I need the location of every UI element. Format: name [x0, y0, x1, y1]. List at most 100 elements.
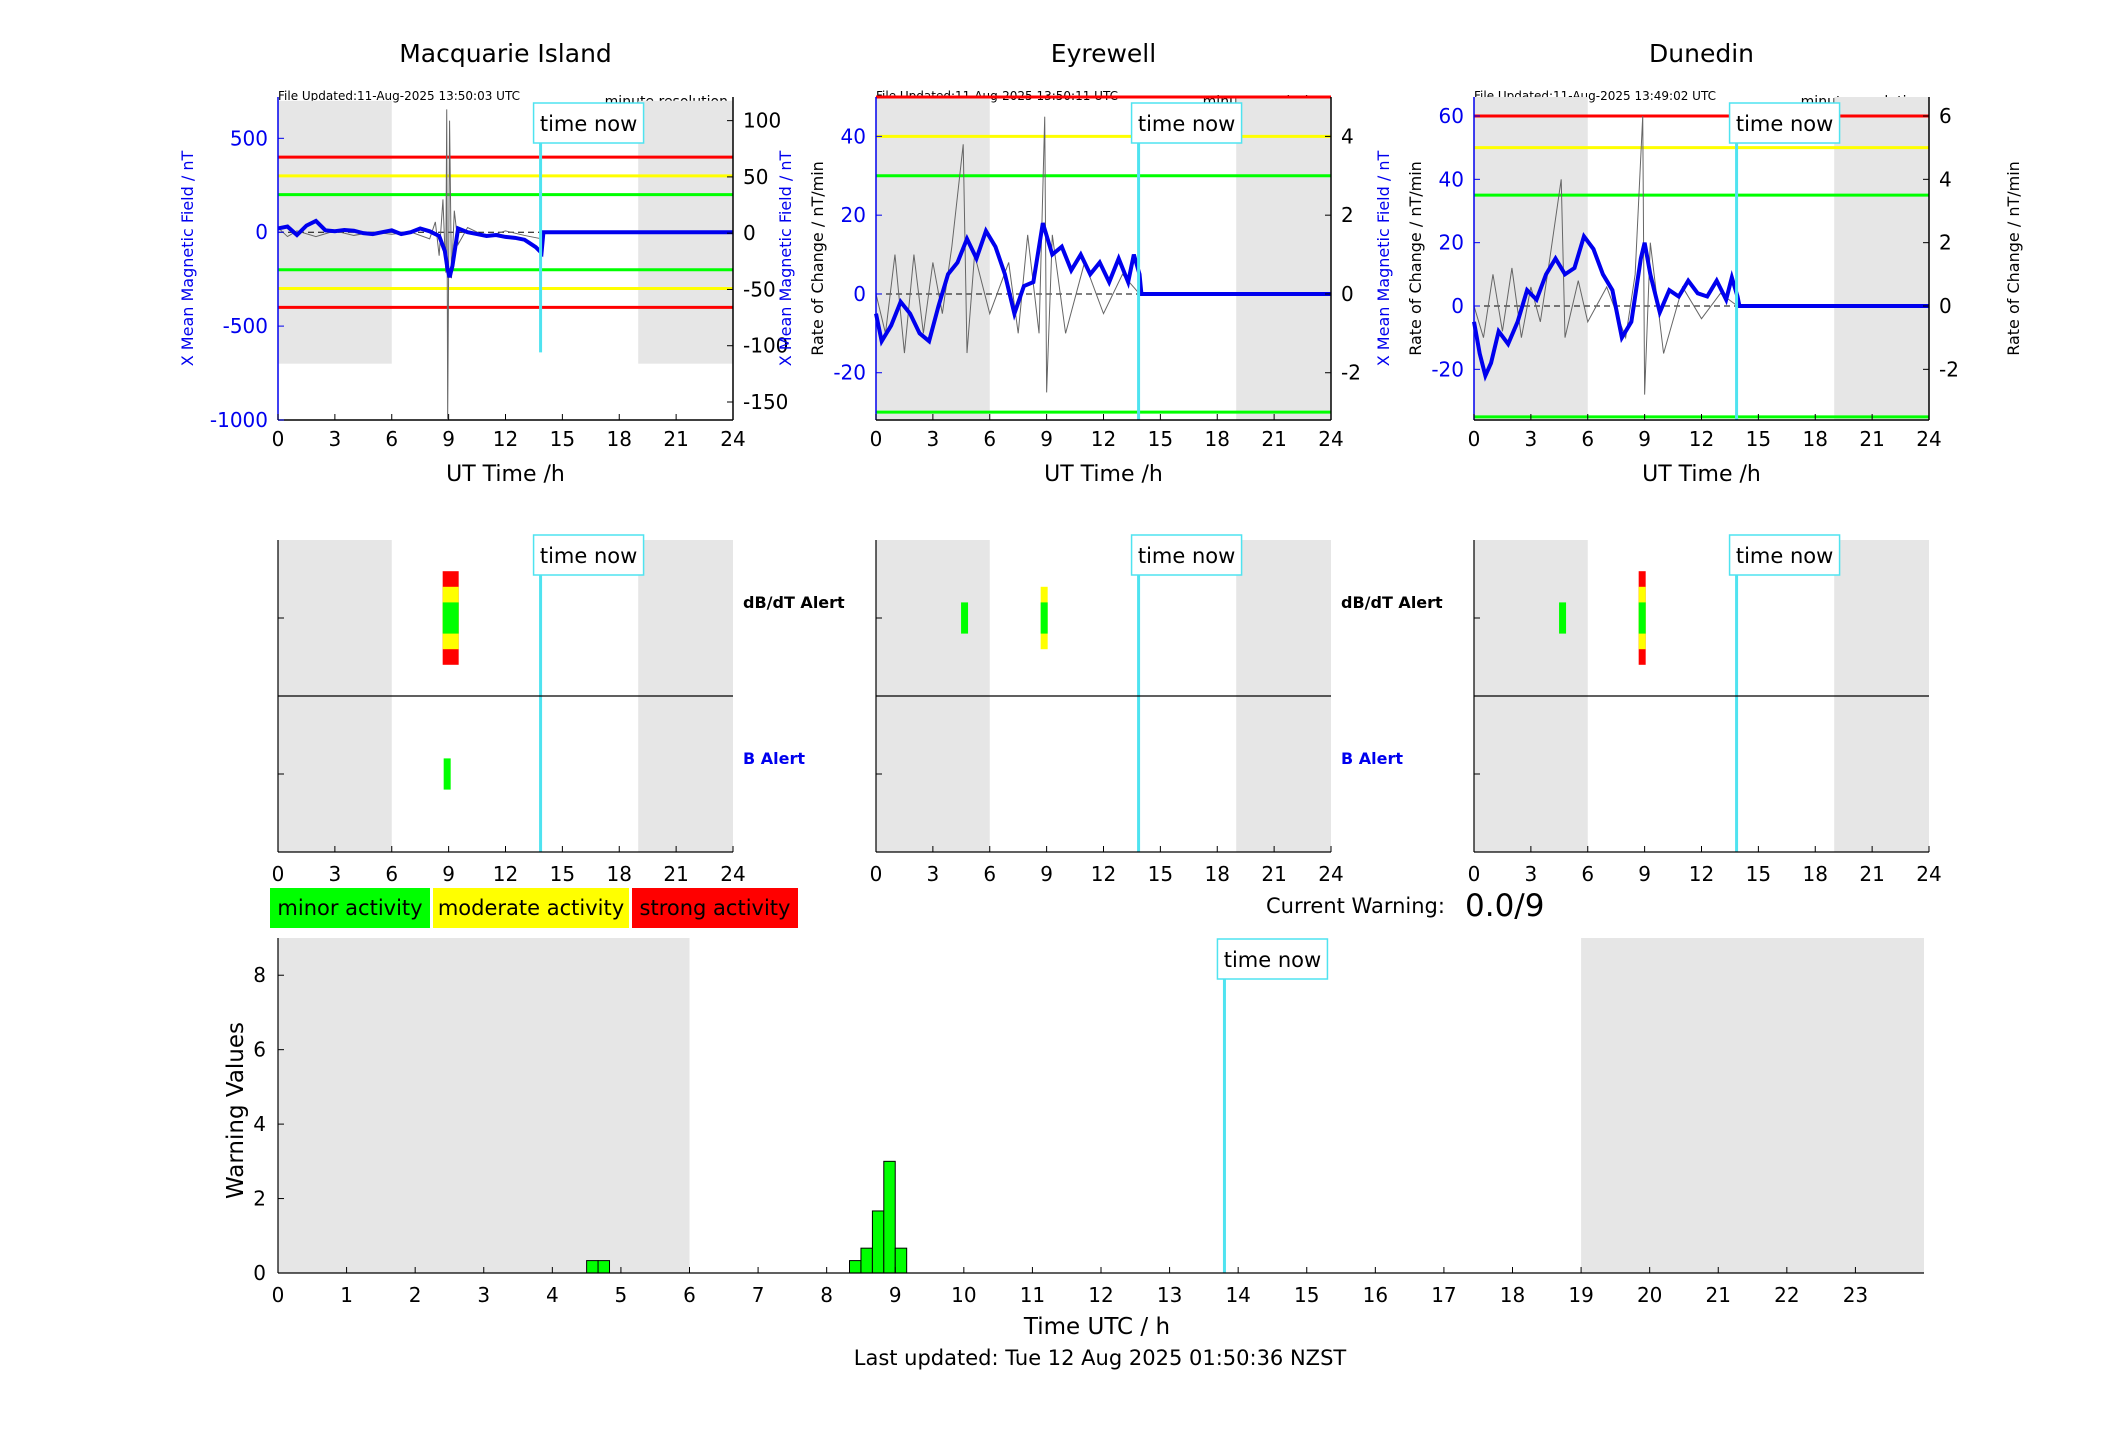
legend-label: minor activity [277, 896, 422, 920]
alert-x-tick-label: 6 [385, 862, 398, 886]
x-axis-label: UT Time /h [1044, 462, 1163, 487]
warning-x-tick-label: 16 [1363, 1283, 1388, 1307]
x-tick-label: 15 [1148, 427, 1173, 451]
alert-x-tick-label: 15 [1148, 862, 1173, 886]
warning-x-tick-label: 11 [1020, 1283, 1045, 1307]
dbdt-alert-mark [961, 602, 969, 634]
x-tick-label: 9 [1040, 427, 1053, 451]
dbdt-alert-mark [1040, 602, 1048, 634]
warning-x-tick-label: 1 [340, 1283, 353, 1307]
x-axis-label: UT Time /h [446, 462, 565, 487]
x-tick-label: 21 [1859, 427, 1884, 451]
legend-swatch [433, 888, 629, 928]
warning-x-tick-label: 0 [272, 1283, 285, 1307]
alert-panel-2: 0 3 6 9 12 15 18 21 24 [1468, 540, 1942, 886]
alert-x-tick-label: 12 [493, 862, 518, 886]
warning-x-tick-label: 20 [1637, 1283, 1662, 1307]
rate-of-change-series [1473, 115, 1738, 395]
b-alert-label: B Alert [1341, 749, 1403, 768]
warning-x-tick-label: 3 [477, 1283, 490, 1307]
x-tick-label: 6 [983, 427, 996, 451]
warning-x-tick-label: 15 [1294, 1283, 1319, 1307]
warning-y-tick-label: 2 [253, 1187, 266, 1211]
x-tick-label: 6 [1581, 427, 1594, 451]
alert-x-tick-label: 0 [272, 862, 285, 886]
alert-x-tick-label: 15 [1746, 862, 1771, 886]
left-tick-label: -20 [833, 361, 866, 385]
warning-night-band [278, 938, 690, 1273]
dbdt-alert-mark [442, 602, 459, 634]
warning-y-tick-label: 8 [253, 963, 266, 987]
warning-x-tick-label: 23 [1843, 1283, 1868, 1307]
time-now-top-box [1130, 102, 1243, 144]
x-tick-label: 6 [385, 427, 398, 451]
warning-x-tick-label: 22 [1774, 1283, 1799, 1307]
x-tick-label: 3 [927, 427, 940, 451]
warning-x-tick-label: 5 [615, 1283, 628, 1307]
left-tick-label: 20 [841, 203, 866, 227]
night-band [876, 97, 990, 420]
left-tick-label: 60 [1439, 104, 1464, 128]
left-tick-label: 0 [1451, 294, 1464, 318]
magnetic-field-series [874, 222, 1331, 347]
alert-x-tick-label: 3 [927, 862, 940, 886]
right-tick-label: -2 [1939, 357, 1959, 381]
right-axis-label: Rate of Change / nT/min [808, 161, 827, 356]
current-warning-label: Current Warning: [1266, 894, 1445, 918]
alert-x-tick-label: 9 [1638, 862, 1651, 886]
left-tick-label: -1000 [210, 408, 268, 432]
alert-x-tick-label: 18 [1205, 862, 1230, 886]
x-tick-label: 3 [1525, 427, 1538, 451]
left-tick-label: 0 [255, 220, 268, 244]
dbdt-alert-label: dB/dT Alert [743, 593, 845, 612]
time-now-alert-box [1130, 534, 1243, 576]
alert-x-tick-label: 18 [1803, 862, 1828, 886]
right-tick-label: 6 [1939, 104, 1952, 128]
night-band [1834, 97, 1929, 420]
time-now-warning-box [1216, 938, 1329, 980]
right-tick-label: 4 [1341, 124, 1354, 148]
alert-x-tick-label: 24 [720, 862, 745, 886]
legend-swatch [270, 888, 430, 928]
alert-x-tick-label: 0 [870, 862, 883, 886]
right-tick-label: -2 [1341, 361, 1361, 385]
warning-x-tick-label: 7 [752, 1283, 765, 1307]
warning-bar [883, 1160, 896, 1274]
left-tick-label: 500 [230, 126, 268, 150]
warning-y-tick-label: 0 [253, 1261, 266, 1285]
b-alert-mark [443, 758, 451, 790]
left-tick-label: 40 [1439, 167, 1464, 191]
right-tick-label: 2 [1939, 231, 1952, 255]
warning-bar [860, 1247, 873, 1274]
alert-x-tick-label: 6 [1581, 862, 1594, 886]
warning-x-tick-label: 19 [1568, 1283, 1593, 1307]
alert-panel-0: 0 3 6 9 12 15 18 21 24 dB/dT Alert B Alert [272, 540, 845, 886]
warning-x-tick-label: 10 [951, 1283, 976, 1307]
warning-bar [849, 1260, 862, 1274]
legend-swatch [632, 888, 798, 928]
last-updated-text: Last updated: Tue 12 Aug 2025 01:50:36 N… [854, 1346, 1347, 1370]
alert-x-tick-label: 0 [1468, 862, 1481, 886]
x-tick-label: 0 [272, 427, 285, 451]
station-title: Dunedin [1649, 39, 1754, 68]
x-tick-label: 9 [1638, 427, 1651, 451]
dbdt-alert-label: dB/dT Alert [1341, 593, 1443, 612]
right-tick-label: 0 [1341, 282, 1354, 306]
left-tick-label: -500 [223, 314, 268, 338]
x-tick-label: 21 [1261, 427, 1286, 451]
alert-x-tick-label: 9 [1040, 862, 1053, 886]
alert-x-tick-label: 24 [1916, 862, 1941, 886]
left-tick-label: 0 [853, 282, 866, 306]
warning-x-tick-label: 18 [1500, 1283, 1525, 1307]
time-now-alert-label: time now [1138, 544, 1235, 568]
warning-x-tick-label: 13 [1157, 1283, 1182, 1307]
x-tick-label: 3 [329, 427, 342, 451]
time-now-alert-box [532, 534, 645, 576]
alert-x-tick-label: 21 [663, 862, 688, 886]
time-now-top-label: time now [540, 112, 637, 136]
right-tick-label: 0 [743, 221, 756, 245]
warning-x-tick-label: 6 [683, 1283, 696, 1307]
night-band [1236, 97, 1331, 420]
